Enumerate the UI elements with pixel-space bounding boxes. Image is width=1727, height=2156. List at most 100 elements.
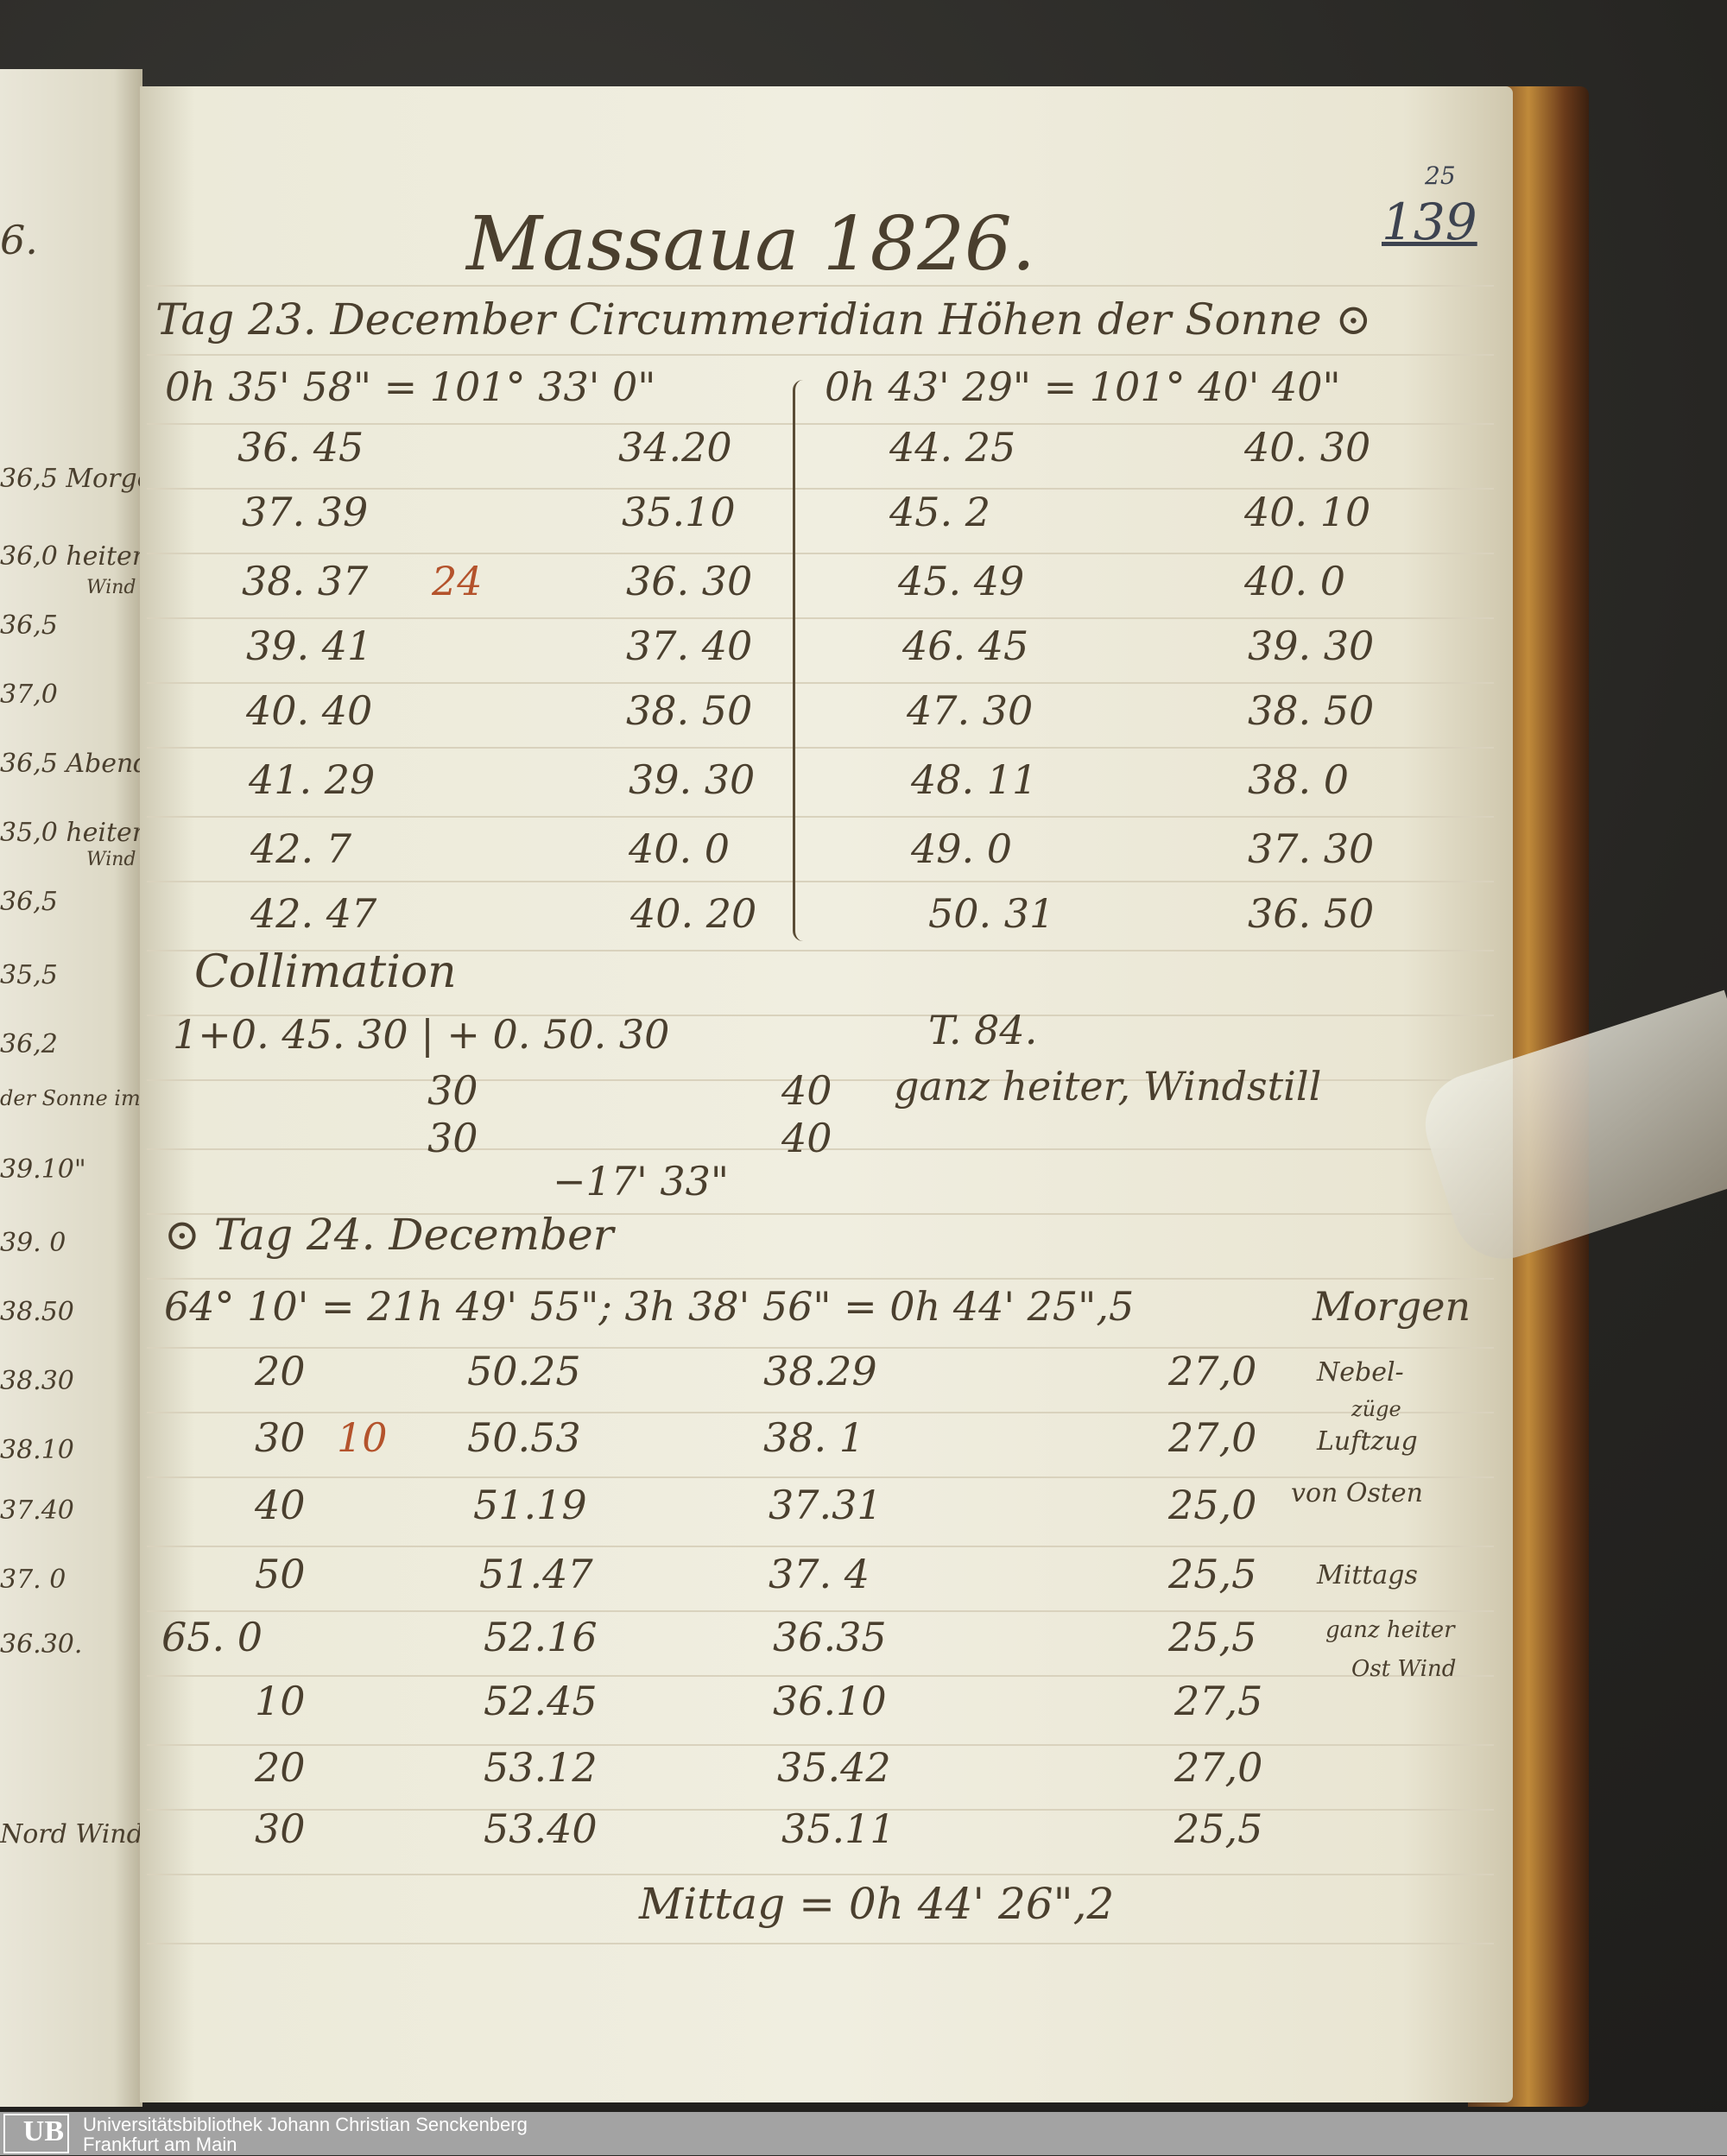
left-line: Wind (86, 849, 136, 870)
ruled-line (147, 423, 1494, 425)
cell: 50.53 (467, 1414, 581, 1461)
left-line: 36,5 (0, 887, 58, 917)
cell: 39. 41 (246, 623, 373, 669)
collimation-result: −17' 33" (553, 1158, 730, 1204)
heading-dec-23: Tag 23. December Circummeridian Höhen de… (155, 294, 1372, 345)
ruled-line (147, 747, 1494, 749)
cell: 10 (255, 1678, 306, 1724)
left-heading: 6. (0, 217, 38, 263)
ruled-line (147, 1809, 1494, 1811)
cell: 44. 25 (889, 424, 1016, 471)
cell: 35.42 (777, 1744, 891, 1791)
left-line: 38.30 (0, 1366, 74, 1396)
cell: 35.10 (622, 489, 736, 535)
cell: 35.11 (781, 1805, 895, 1852)
collimation-line: 1+0. 45. 30 | + 0. 50. 30 (173, 1011, 670, 1058)
ruled-line (147, 354, 1494, 356)
left-page: 6. 36,5 Morgen 36,0 heiter Nord Wind 36,… (0, 69, 220, 2107)
ruled-line (147, 553, 1494, 554)
left-line: 37.40 (0, 1495, 74, 1526)
cell: 53.12 (484, 1744, 598, 1791)
brace-divider (793, 380, 816, 941)
table1-first-left: 0h 35' 58" = 101° 33' 0" (165, 364, 656, 410)
left-line: 35,5 (0, 960, 58, 990)
cell: 37. 30 (1248, 825, 1375, 872)
cell: 38. 50 (1248, 687, 1375, 734)
cell: 50 (255, 1551, 306, 1597)
cell: 38.29 (763, 1348, 877, 1394)
cell: 38. 1 (763, 1414, 865, 1461)
ub-logo: UB (3, 2114, 69, 2153)
library-footer: UB Universitätsbibliothek Johann Christi… (0, 2112, 1727, 2155)
cell: 52.16 (484, 1614, 598, 1660)
cell: 38. 0 (1248, 756, 1350, 803)
table1-first-right: 0h 43' 29" = 101° 40' 40" (825, 364, 1341, 410)
cell: 48. 11 (911, 756, 1038, 803)
cell: 41. 29 (249, 756, 376, 803)
collimation-label: Collimation (194, 946, 457, 998)
cell: 27,0 (1174, 1744, 1263, 1791)
left-line: 36.30. (0, 1629, 83, 1660)
cell: 50. 31 (928, 890, 1055, 937)
cell: 47. 30 (907, 687, 1034, 734)
note-morgen: Morgen (1313, 1283, 1471, 1330)
cell: 37. 39 (242, 489, 369, 535)
cell: 36. 45 (237, 424, 364, 471)
ruled-line (147, 1943, 1494, 1944)
left-line: Nord Wind. (0, 1819, 152, 1849)
red-annotation: 10 (337, 1414, 388, 1461)
side-note: Ost Wind (1351, 1656, 1457, 1682)
temperature: T. 84. (928, 1007, 1038, 1053)
cell: 27,0 (1168, 1348, 1257, 1394)
cell: 65. 0 (161, 1614, 263, 1660)
left-line: 36,2 (0, 1029, 58, 1059)
side-note: Luftzug (1317, 1426, 1418, 1457)
right-page (140, 86, 1513, 2102)
cell: 36. 50 (1248, 890, 1375, 937)
cell: 39. 30 (1248, 623, 1375, 669)
cell: 39. 30 (629, 756, 756, 803)
cell: 40. 30 (1244, 424, 1371, 471)
cell: 30 (255, 1414, 306, 1461)
cell: 25,0 (1168, 1482, 1257, 1528)
cell: 40. 20 (630, 890, 757, 937)
cell: 20 (255, 1348, 306, 1394)
ruled-line (147, 1412, 1494, 1413)
heading-dec-24: ⊙ Tag 24. December (164, 1210, 614, 1260)
left-line: 39. 0 (0, 1228, 66, 1258)
page-number: 139 (1382, 193, 1477, 251)
red-annotation: 24 (432, 558, 483, 604)
ruled-line (147, 617, 1494, 619)
side-note: ganz heiter (1325, 1617, 1455, 1643)
side-note: Mittags (1317, 1560, 1418, 1590)
cell: 46. 45 (902, 623, 1029, 669)
cell: 36. 30 (626, 558, 753, 604)
ruled-line (147, 1546, 1494, 1547)
ruled-line (147, 1874, 1494, 1875)
collimation-value: 30 (427, 1067, 478, 1114)
collimation-value: 30 (427, 1115, 478, 1161)
ruled-line (147, 1148, 1494, 1150)
cell: 25,5 (1168, 1551, 1257, 1597)
cell: 37.31 (769, 1482, 882, 1528)
left-line: 37. 0 (0, 1565, 66, 1595)
ruled-line (147, 881, 1494, 882)
library-name: Universitätsbibliothek Johann Christian … (83, 2114, 528, 2135)
left-line: 36,5 Abend (0, 749, 150, 779)
cell: 40 (255, 1482, 306, 1528)
cell: 40. 0 (629, 825, 731, 872)
collimation-value: 40 (781, 1067, 832, 1114)
ruled-line (147, 682, 1494, 684)
cell: 20 (255, 1744, 306, 1791)
weather-note: ganz heiter, Windstill (894, 1063, 1322, 1110)
cell: 36.35 (773, 1614, 887, 1660)
cell: 27,0 (1168, 1414, 1257, 1461)
cell: 36.10 (773, 1678, 887, 1724)
ruled-line (147, 1610, 1494, 1612)
cell: 42. 7 (250, 825, 352, 872)
side-note: Nebel- (1317, 1357, 1404, 1388)
cell: 40. 0 (1244, 558, 1346, 604)
cell: 40. 10 (1244, 489, 1371, 535)
cell: 50.25 (467, 1348, 581, 1394)
cell: 25,5 (1174, 1805, 1263, 1852)
